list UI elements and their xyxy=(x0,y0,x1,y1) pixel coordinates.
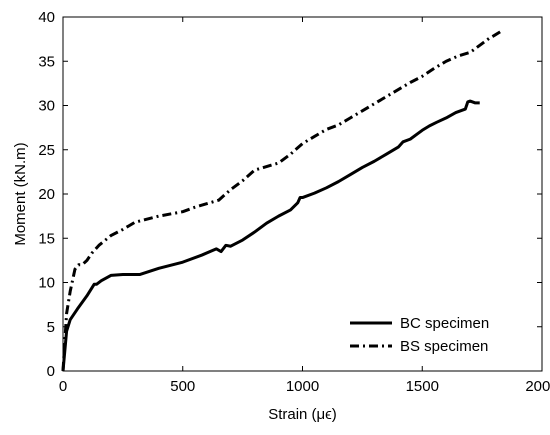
y-tick-label: 30 xyxy=(38,98,55,115)
legend-label-2: BS specimen xyxy=(400,338,488,355)
y-tick-label: 15 xyxy=(38,230,55,247)
y-tick-label: 10 xyxy=(38,275,55,292)
legend: BC specimen BS specimen xyxy=(346,306,534,362)
series-line-1 xyxy=(61,99,480,372)
x-tick-label: 1500 xyxy=(406,378,439,395)
y-tick-label: 20 xyxy=(38,186,55,203)
y-tick-label: 40 xyxy=(38,9,55,26)
x-tick-label: 1000 xyxy=(286,378,319,395)
y-tick-label: 25 xyxy=(38,142,55,159)
x-tick-label: 0 xyxy=(59,378,67,395)
y-tick-label: 5 xyxy=(47,319,55,336)
x-axis-label: Strain (μϵ) xyxy=(268,406,337,423)
y-tick-label: 35 xyxy=(38,53,55,70)
x-tick-label: 500 xyxy=(170,378,195,395)
series-layer xyxy=(61,29,503,372)
y-axis-label: Moment (kN.m) xyxy=(12,142,29,245)
y-tick-label: 0 xyxy=(47,363,55,380)
legend-label-1: BC specimen xyxy=(400,315,489,332)
legend-box xyxy=(346,306,534,362)
